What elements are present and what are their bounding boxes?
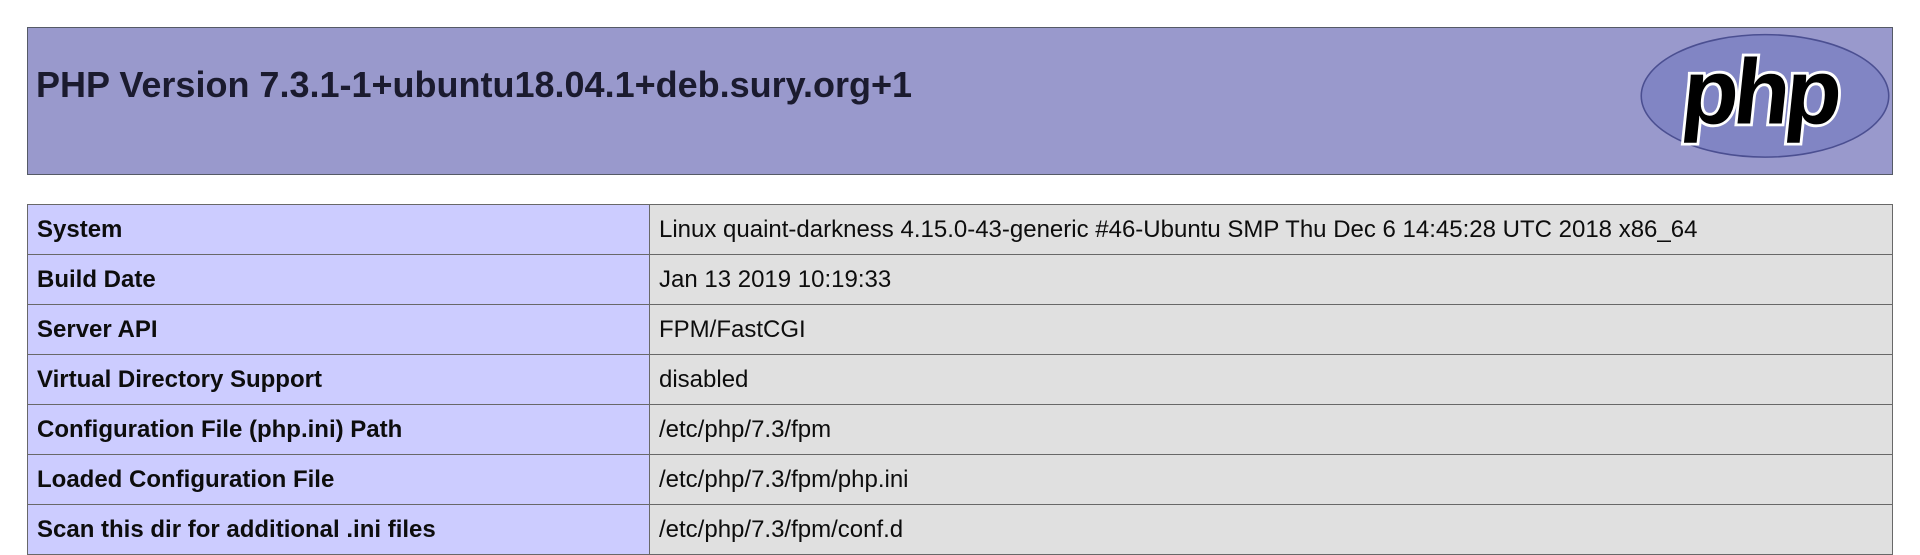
svg-text:php: php (1677, 39, 1844, 143)
